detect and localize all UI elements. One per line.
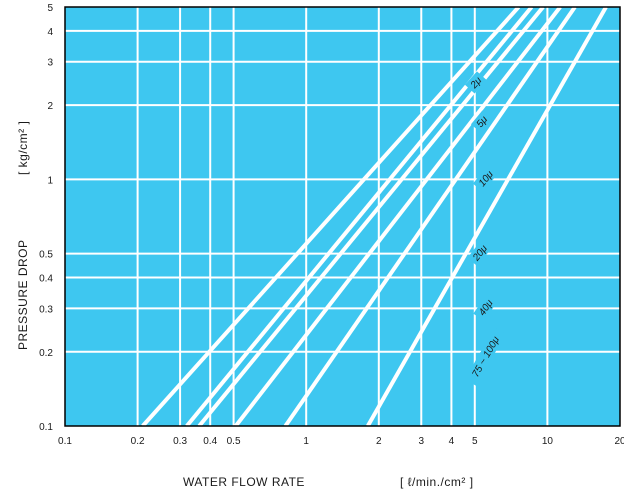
curve-10 — [197, 5, 545, 428]
y-axis-unit: [ kg/cm² ] — [16, 121, 30, 175]
y-tick-label-0-1: 0.1 — [39, 422, 53, 433]
curve-2 — [141, 5, 521, 428]
plot-frame — [64, 6, 621, 427]
curve-75-100 — [366, 6, 608, 427]
y-tick-label-5: 5 — [47, 3, 53, 14]
x-axis-ticks: 0.1 0.2 0.3 0.4 0.5 1 2 3 4 5 10 20 — [58, 436, 624, 447]
y-tick-label-0-4: 0.4 — [39, 274, 53, 285]
curve-label-bg-20 — [467, 239, 493, 267]
curve-40 — [283, 5, 577, 428]
y-axis-title: PRESSURE DROP — [16, 239, 30, 350]
x-tick-label-20: 20 — [614, 436, 624, 447]
curve-label-bg-10 — [472, 165, 499, 192]
x-tick-label-10: 10 — [542, 436, 554, 447]
x-tick-label-4: 4 — [449, 436, 455, 447]
x-tick-label-2: 2 — [376, 436, 382, 447]
x-axis-title: WATER FLOW RATE — [183, 475, 305, 489]
x-tick-label-0-4: 0.4 — [203, 436, 217, 447]
x-tick-label-0-5: 0.5 — [227, 436, 241, 447]
x-tick-label-0-3: 0.3 — [173, 436, 187, 447]
curve-label-bg-40 — [473, 293, 498, 322]
y-tick-label-1: 1 — [47, 175, 53, 186]
y-tick-label-0-5: 0.5 — [39, 250, 53, 261]
curve-label-bg-2 — [464, 71, 487, 94]
y-tick-label-2: 2 — [47, 101, 53, 112]
curve-label-bg-75-100 — [464, 327, 506, 386]
curve-label-bg-5 — [470, 110, 493, 133]
y-tick-label-0-2: 0.2 — [39, 348, 53, 359]
x-tick-label-0-1: 0.1 — [58, 436, 72, 447]
x-axis-unit: [ ℓ/min./cm² ] — [400, 475, 474, 489]
x-tick-label-3: 3 — [418, 436, 424, 447]
y-tick-label-3: 3 — [47, 58, 53, 69]
y-tick-label-4: 4 — [47, 27, 53, 38]
flow-curves — [141, 5, 608, 428]
x-tick-label-0-2: 0.2 — [131, 436, 145, 447]
x-tick-label-1: 1 — [303, 436, 309, 447]
x-tick-label-5: 5 — [472, 436, 478, 447]
plot-background — [65, 7, 620, 426]
y-axis-ticks: 0.1 0.2 0.3 0.4 0.5 1 2 3 4 5 — [39, 3, 53, 433]
y-tick-label-0-3: 0.3 — [39, 304, 53, 315]
curve-20 — [234, 5, 562, 428]
